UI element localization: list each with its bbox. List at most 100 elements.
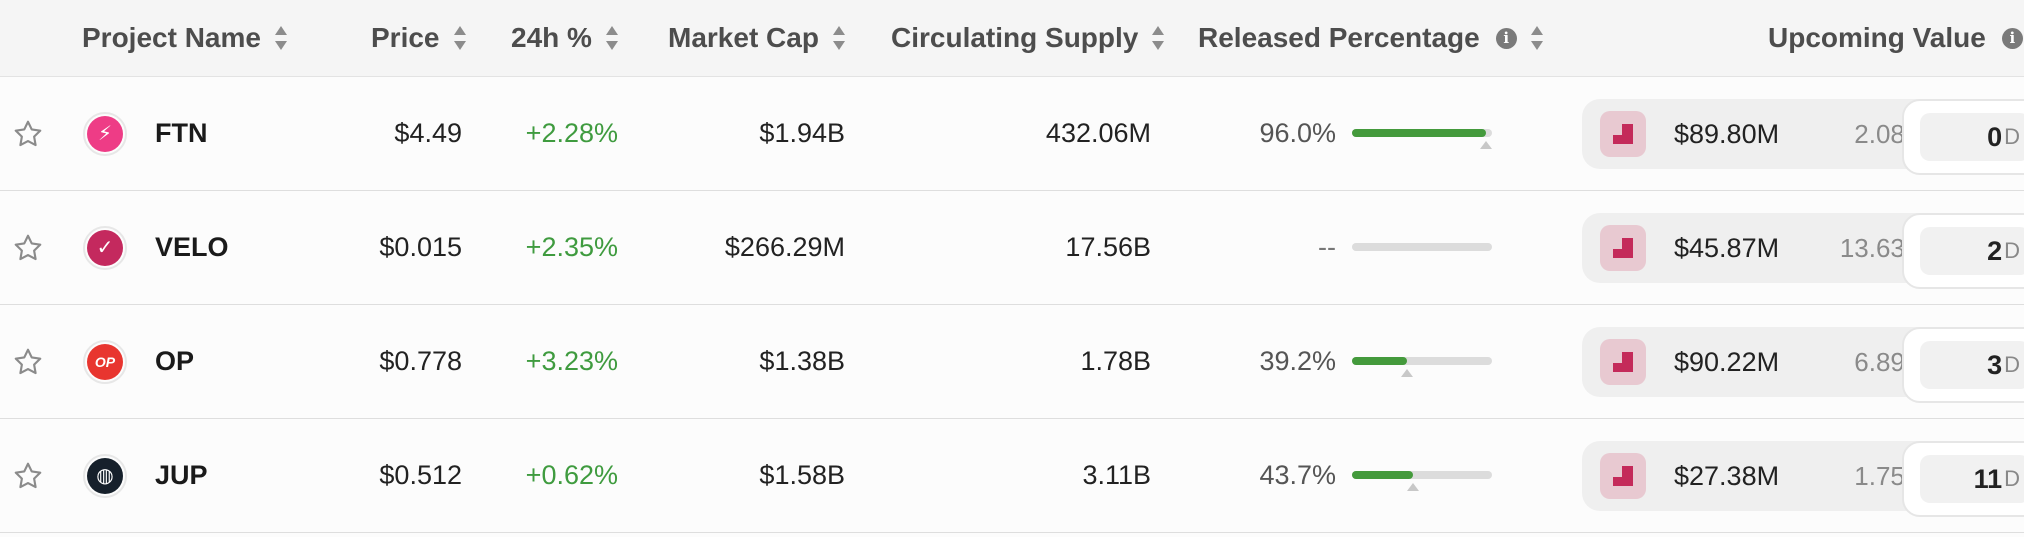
header-24h-change[interactable]: 24h % [511, 0, 618, 76]
table-row[interactable]: OP OP $0.778 +3.23% $1.38B 1.78B 39.2% $90.22M 6… [0, 305, 2024, 419]
unlock-chart-icon [1600, 111, 1646, 157]
market-cap-value: $1.58B [759, 460, 845, 490]
header-market-cap[interactable]: Market Cap [668, 0, 845, 76]
progress-marker-icon [1480, 141, 1492, 149]
header-upcoming-value: Upcoming Value i [1768, 0, 2023, 76]
sort-arrows-icon[interactable] [832, 25, 845, 51]
circulating-supply-value: 17.56B [1065, 232, 1151, 262]
circulating-supply-value: 1.78B [1080, 346, 1151, 376]
countdown-days: 2 [1987, 235, 2003, 266]
circulating-supply-value: 432.06M [1045, 118, 1151, 148]
released-percentage-value: -- [1318, 232, 1336, 262]
unlock-chart-icon [1600, 453, 1646, 499]
logo-glyph: ⚡ [97, 123, 113, 145]
market-cap-value: $1.94B [759, 118, 845, 148]
sort-arrows-icon[interactable] [453, 25, 466, 51]
header-price[interactable]: Price [371, 0, 466, 76]
unlock-chart-icon [1600, 339, 1646, 385]
favorite-star-icon[interactable] [12, 419, 46, 532]
countdown-days: 11 [1973, 463, 2003, 494]
unlock-countdown[interactable]: 11 D [1902, 441, 2024, 517]
logo-badge: ◍ [87, 457, 123, 494]
project-logo: ✓ [83, 191, 127, 304]
project-logo-icon: ◍ [83, 453, 127, 498]
countdown-unit: D [2004, 352, 2020, 377]
released-percentage-value: 39.2% [1259, 346, 1336, 376]
upcoming-value: $45.87M [1674, 232, 1780, 263]
progress-marker-icon [1401, 369, 1413, 377]
released-progress-bar [1352, 123, 1492, 149]
market-cap-value: $1.38B [759, 346, 845, 376]
change-24h-value: +2.28% [525, 118, 618, 148]
project-logo: OP [83, 305, 127, 418]
released-progress-bar [1352, 237, 1492, 259]
project-logo: ◍ [83, 419, 127, 532]
progress-track [1352, 471, 1492, 479]
countdown-days: 0 [1987, 121, 2003, 152]
upcoming-value: $90.22M [1674, 346, 1780, 377]
sort-arrows-icon[interactable] [605, 25, 618, 51]
circulating-supply-value: 3.11B [1082, 460, 1151, 490]
change-24h-value: +0.62% [525, 460, 618, 490]
favorite-star-icon[interactable] [12, 191, 46, 304]
countdown-unit: D [2004, 466, 2020, 491]
market-cap-value: $266.29M [724, 232, 845, 262]
logo-glyph: ✓ [96, 237, 114, 259]
progress-track [1352, 243, 1492, 251]
project-logo-icon: OP [83, 339, 127, 384]
sort-arrows-icon[interactable] [1152, 25, 1165, 51]
progress-track [1352, 129, 1492, 137]
change-24h-value: +2.35% [525, 232, 618, 262]
header-released-percentage[interactable]: Released Percentage i [1198, 0, 1543, 76]
progress-track [1352, 357, 1492, 365]
progress-fill [1352, 471, 1413, 479]
countdown-unit: D [2004, 124, 2020, 149]
table-row[interactable]: ⚡ FTN $4.49 +2.28% $1.94B 432.06M 96.0% $89.80M… [0, 77, 2024, 191]
price-value: $4.49 [394, 118, 462, 148]
header-project-name[interactable]: Project Name [82, 0, 287, 76]
info-icon[interactable]: i [1495, 27, 1517, 49]
project-symbol[interactable]: JUP [155, 460, 208, 490]
progress-fill [1352, 129, 1486, 137]
countdown-box: 11 D [1920, 455, 2024, 503]
sort-arrows-icon[interactable] [1530, 25, 1543, 51]
price-value: $0.015 [379, 232, 462, 262]
table-header: Project Name Price 24h % Market Cap Circ… [0, 0, 2024, 77]
price-value: $0.778 [379, 346, 462, 376]
table-row[interactable]: ◍ JUP $0.512 +0.62% $1.58B 3.11B 43.7% $27.38M 1… [0, 419, 2024, 533]
project-logo: ⚡ [83, 77, 127, 190]
countdown-unit: D [2004, 238, 2020, 263]
released-progress-bar [1352, 351, 1492, 377]
sort-arrows-icon[interactable] [274, 25, 287, 51]
project-symbol[interactable]: FTN [155, 118, 208, 148]
project-symbol[interactable]: VELO [155, 232, 229, 262]
table-row[interactable]: ✓ VELO $0.015 +2.35% $266.29M 17.56B -- $45.87M… [0, 191, 2024, 305]
logo-badge: ✓ [87, 229, 123, 266]
upcoming-value: $27.38M [1674, 460, 1780, 491]
released-percentage-value: 43.7% [1259, 460, 1336, 490]
logo-badge: ⚡ [87, 115, 123, 152]
project-symbol[interactable]: OP [155, 346, 195, 376]
unlock-chart-icon [1600, 225, 1646, 271]
project-logo-icon: ✓ [83, 225, 127, 270]
progress-marker-icon [1407, 483, 1419, 491]
released-progress-bar [1352, 465, 1492, 491]
change-24h-value: +3.23% [525, 346, 618, 376]
logo-glyph: OP [94, 353, 116, 370]
countdown-days: 3 [1987, 349, 2003, 380]
info-icon[interactable]: i [2001, 27, 2023, 49]
price-value: $0.512 [379, 460, 462, 490]
header-circulating-supply[interactable]: Circulating Supply [891, 0, 1165, 76]
favorite-star-icon[interactable] [12, 305, 46, 418]
progress-fill [1352, 357, 1407, 365]
project-logo-icon: ⚡ [83, 111, 127, 156]
logo-glyph: ◍ [96, 465, 114, 487]
logo-badge: OP [87, 343, 123, 380]
favorite-star-icon[interactable] [12, 77, 46, 190]
